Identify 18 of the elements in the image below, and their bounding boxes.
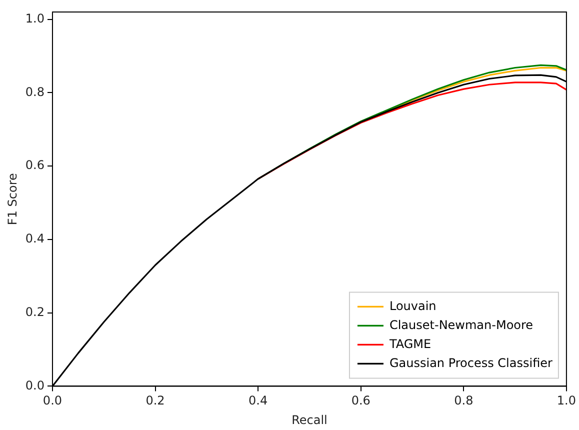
- y-tick-label: 0.6: [25, 158, 44, 172]
- y-tick-label: 0.0: [25, 378, 44, 392]
- x-axis-title: Recall: [292, 412, 328, 427]
- legend-label: Clauset-Newman-Moore: [389, 318, 534, 332]
- x-tick-label: 0.4: [248, 394, 268, 408]
- x-tick-label: 0.6: [351, 394, 370, 408]
- x-tick-label: 0.2: [146, 394, 165, 408]
- x-tick-label: 1.0: [556, 394, 576, 408]
- x-tick-label: 0.8: [454, 394, 474, 408]
- x-tick-label: 0.0: [42, 394, 62, 408]
- legend-label: TAGME: [388, 336, 432, 351]
- legend-label: Louvain: [389, 298, 436, 313]
- y-axis-title: F1 Score: [5, 173, 20, 226]
- y-tick-label: 0.8: [25, 84, 44, 99]
- y-tick-label: 0.4: [25, 232, 44, 246]
- legend-label: Gaussian Process Classifier: [389, 356, 553, 370]
- y-tick-label: 1.0: [25, 11, 44, 26]
- y-tick-label: 0.2: [25, 304, 44, 319]
